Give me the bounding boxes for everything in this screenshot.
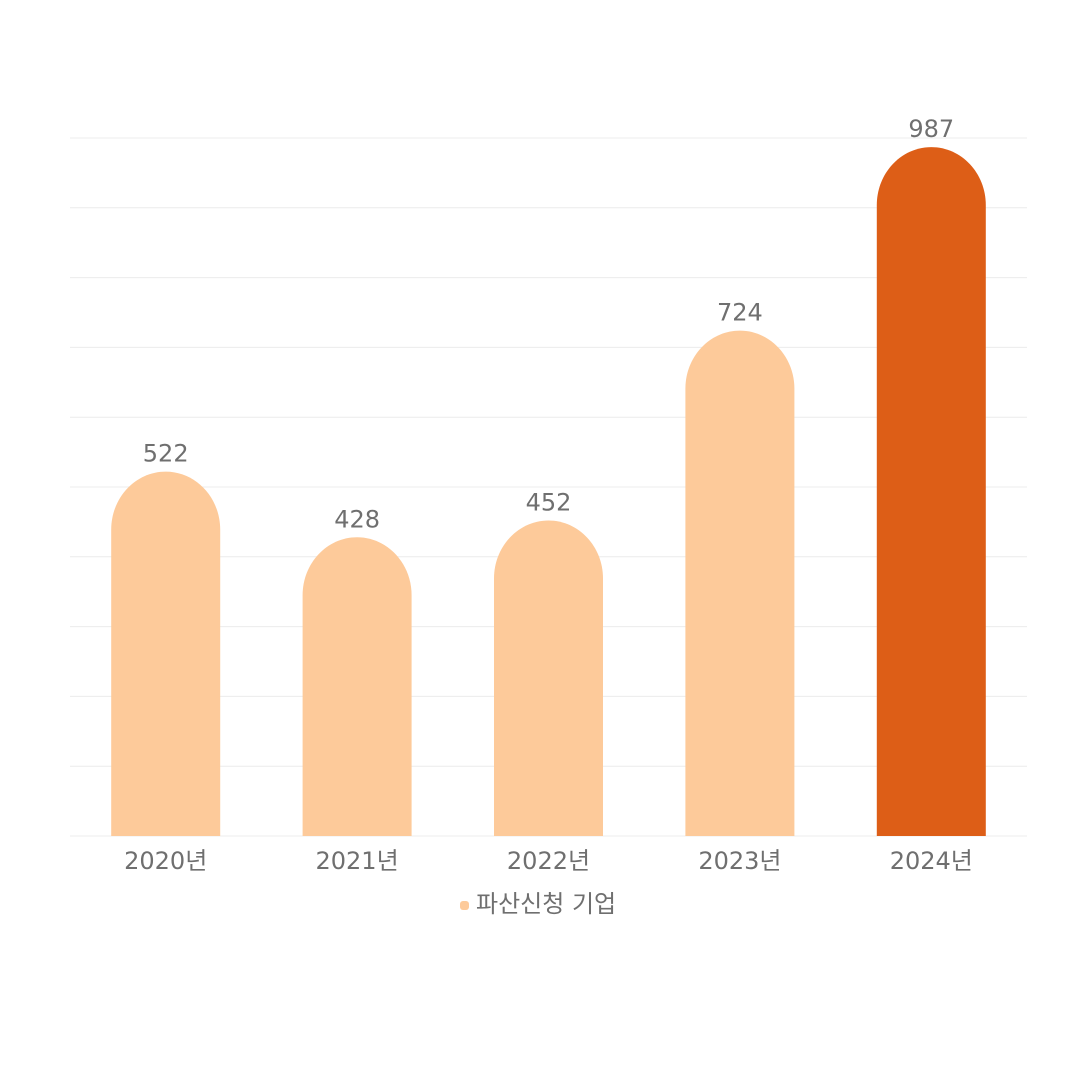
value-label: 452	[526, 489, 572, 517]
value-label: 724	[717, 299, 763, 327]
bar	[685, 330, 795, 836]
value-label: 522	[143, 440, 189, 468]
x-tick-label: 2023년	[698, 847, 781, 875]
x-tick-label: 2024년	[890, 847, 973, 875]
x-tick-label: 2020년	[124, 847, 207, 875]
legend-label: 파산신청 기업	[476, 890, 616, 918]
bar	[111, 471, 221, 836]
bar	[876, 147, 986, 837]
x-tick-label: 2022년	[507, 847, 590, 875]
x-tick-label: 2021년	[316, 847, 399, 875]
value-label: 987	[908, 115, 954, 143]
bar	[302, 537, 412, 836]
bar	[494, 520, 603, 836]
value-label: 428	[334, 505, 380, 533]
legend-marker	[460, 901, 469, 910]
